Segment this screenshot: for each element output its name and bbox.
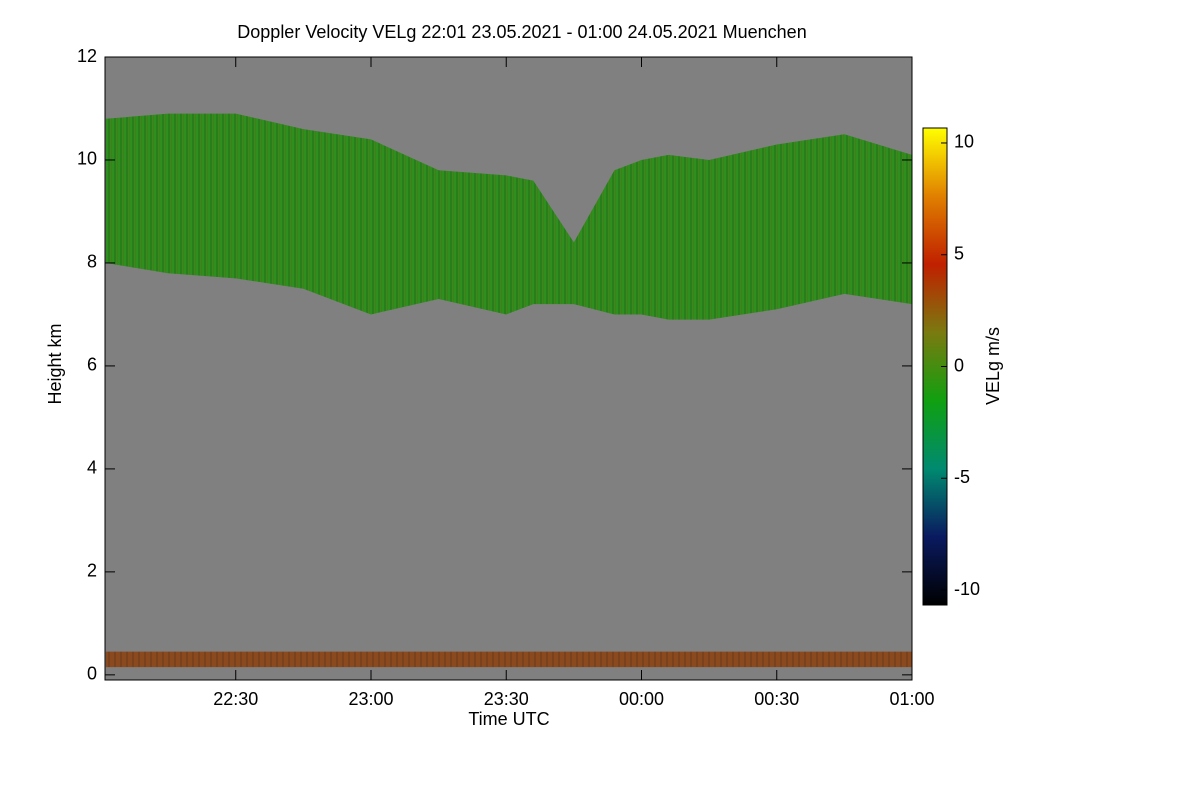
x-tick-label: 22:30 (213, 689, 258, 709)
x-tick-label: 23:00 (348, 689, 393, 709)
x-tick-label: 23:30 (484, 689, 529, 709)
y-tick-label: 0 (87, 664, 97, 684)
y-tick-label: 12 (77, 46, 97, 66)
x-tick-label: 01:00 (889, 689, 934, 709)
echo-texture (105, 113, 912, 320)
x-axis-label: Time UTC (468, 709, 549, 729)
echo-texture (105, 651, 912, 668)
y-tick-label: 10 (77, 149, 97, 169)
colorbar-label: VELg m/s (983, 327, 1003, 405)
y-tick-label: 8 (87, 252, 97, 272)
y-tick-label: 6 (87, 355, 97, 375)
y-tick-label: 2 (87, 561, 97, 581)
colorbar-tick-label: -10 (954, 579, 980, 599)
colorbar-tick-label: 5 (954, 243, 964, 263)
x-tick-label: 00:00 (619, 689, 664, 709)
colorbar-tick-label: -5 (954, 467, 970, 487)
y-tick-label: 4 (87, 458, 97, 478)
y-axis-label: Height km (45, 323, 65, 404)
x-tick-label: 00:30 (754, 689, 799, 709)
plot-frame (104, 56, 913, 681)
colorbar-tick-label: 10 (954, 132, 974, 152)
colorbar-tick-label: 0 (954, 355, 964, 375)
chart-title: Doppler Velocity VELg 22:01 23.05.2021 -… (237, 22, 806, 42)
